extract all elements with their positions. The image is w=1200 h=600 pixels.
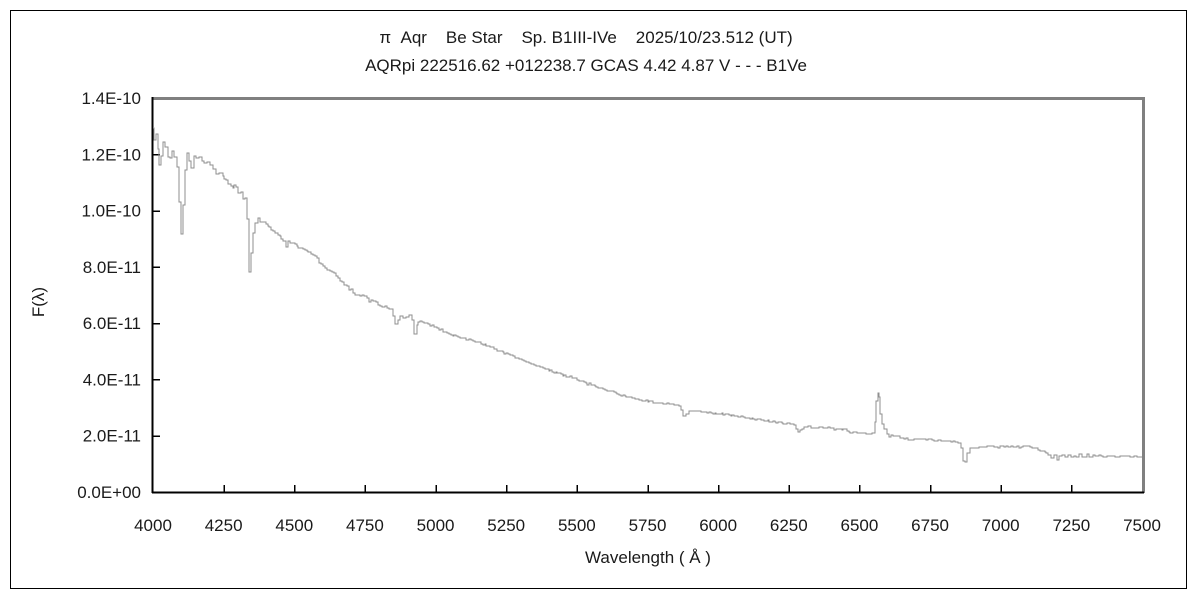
y-tick-label: 1.2E-10: [81, 145, 141, 164]
x-tick-label: 6750: [911, 516, 949, 535]
y-tick-label: 8.0E-11: [83, 258, 141, 277]
x-axis-tick-labels: 4000 4250 4500 4750 5000 5250 5500 5750 6000 6250…: [134, 516, 1161, 535]
y-tick-label: 1.0E-10: [81, 202, 141, 221]
x-tick-label: 4750: [346, 516, 384, 535]
x-tick-label: 7250: [1052, 516, 1090, 535]
y-axis-title: F(λ): [29, 287, 48, 317]
outer-border: [10, 10, 1187, 589]
y-axis-ticks: [153, 154, 160, 437]
y-tick-label: 2.0E-11: [83, 427, 141, 446]
x-tick-label: 5750: [629, 516, 667, 535]
y-tick-label: 0.0E+00: [77, 483, 141, 502]
x-tick-label: 5250: [487, 516, 525, 535]
plot-frame: [151, 97, 1145, 494]
x-axis-title: Wavelength ( Å ): [585, 548, 711, 567]
x-tick-label: 5000: [417, 516, 455, 535]
x-axis-ticks: [223, 485, 1073, 492]
y-tick-label: 1.4E-10: [81, 89, 141, 108]
x-tick-label: 4000: [134, 516, 172, 535]
x-tick-label: 7500: [1123, 516, 1161, 535]
y-axis-tick-labels: 0.0E+00 2.0E-11 4.0E-11 6.0E-11 8.0E-11 1.0E-…: [77, 89, 141, 502]
y-tick-label: 6.0E-11: [83, 314, 141, 333]
x-tick-label: 7000: [982, 516, 1020, 535]
chart-title: π Aqr Be Star Sp. B1III-IVe 2025/10/23.5…: [379, 28, 793, 47]
x-tick-label: 4500: [275, 516, 313, 535]
spectrum-curve: [153, 127, 1142, 463]
y-tick-label: 4.0E-11: [83, 370, 141, 389]
x-tick-label: 6250: [770, 516, 808, 535]
x-tick-label: 4250: [205, 516, 243, 535]
x-tick-label: 6500: [841, 516, 879, 535]
x-tick-label: 5500: [558, 516, 596, 535]
x-tick-label: 6000: [699, 516, 737, 535]
chart-subtitle: AQRpi 222516.62 +012238.7 GCAS 4.42 4.87…: [365, 56, 807, 75]
